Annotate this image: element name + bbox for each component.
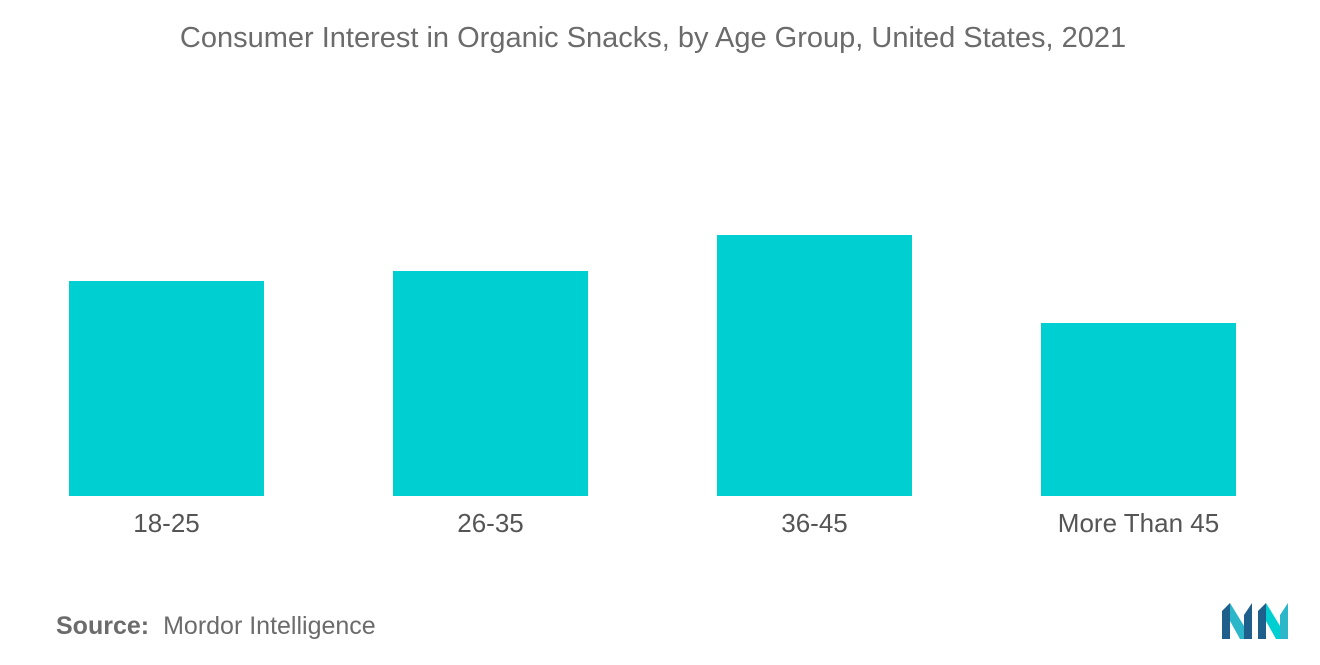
source-label: Source: — [56, 612, 150, 640]
source-line: Source: Mordor Intelligence — [56, 612, 376, 641]
x-tick-label: 36-45 — [781, 508, 848, 538]
chart-title: Consumer Interest in Organic Snacks, by … — [179, 22, 1127, 54]
x-tick-label: More Than 45 — [1058, 508, 1219, 538]
bar-18-25 — [69, 281, 264, 496]
bar-26-35 — [393, 271, 588, 496]
source-value: Mordor Intelligence — [163, 612, 376, 640]
bar-more-than-45 — [1041, 323, 1236, 496]
x-tick-label: 26-35 — [457, 508, 524, 538]
bar-36-45 — [717, 235, 912, 496]
bars-group — [69, 235, 1236, 496]
mordor-intelligence-logo — [1222, 603, 1288, 639]
x-tick-label: 18-25 — [133, 508, 200, 538]
bar-chart: 18-25 26-35 36-45 More Than 45 — [69, 235, 1236, 538]
tick-labels-group: 18-25 26-35 36-45 More Than 45 — [133, 508, 1219, 538]
